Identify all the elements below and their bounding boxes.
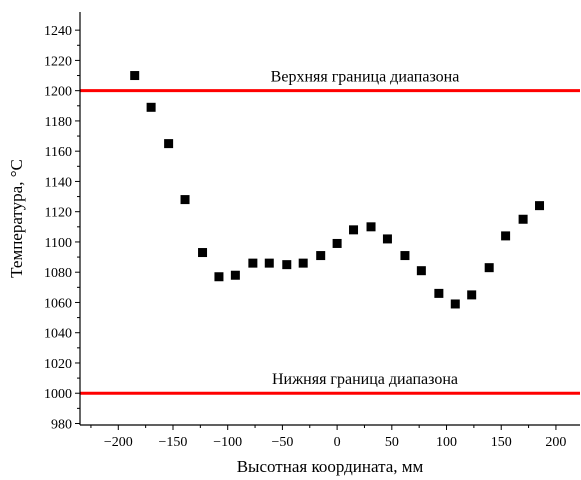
y-tick-label: 1040 [44,327,72,342]
data-point [332,238,342,248]
data-point [366,222,376,232]
data-point [382,234,392,244]
reference-line-label: Верхняя граница диапазона [271,69,460,86]
data-point [416,266,426,276]
data-point [518,214,528,224]
data-point [164,139,174,149]
data-point [198,248,208,258]
y-tick-label: 1100 [45,236,72,251]
data-points [130,71,545,309]
data-point [230,270,240,280]
x-axis-title: Высотная координата, мм [237,457,424,476]
y-tick-label: 1180 [45,115,72,130]
data-point [501,231,511,241]
data-point [130,71,140,81]
data-point [180,195,190,205]
data-point [282,260,292,270]
data-point [434,288,444,298]
y-tick-label: 1160 [45,145,72,160]
y-tick-label: 1140 [45,175,72,190]
x-tick-label: 0 [334,435,341,450]
data-point [535,201,545,211]
data-point [298,258,308,268]
axes: 9801000102010401060108011001120114011601… [44,12,580,450]
data-point [467,290,477,300]
x-tick-label: −50 [271,435,293,450]
y-tick-label: 980 [51,417,72,432]
x-tick-label: −200 [104,435,133,450]
y-tick-label: 1120 [45,206,72,221]
y-tick-label: 1240 [44,24,72,39]
data-point [316,251,326,261]
x-tick-label: −100 [213,435,242,450]
data-point [484,263,494,273]
data-point [146,102,156,112]
y-tick-label: 1220 [44,54,72,69]
x-tick-label: 150 [491,435,512,450]
data-point [349,225,359,235]
x-tick-label: −150 [159,435,188,450]
data-point [264,258,274,268]
x-tick-label: 50 [385,435,399,450]
data-point [214,272,224,282]
data-point [400,251,410,261]
y-tick-label: 1200 [44,85,72,100]
data-point [450,299,460,309]
data-point [248,258,258,268]
y-axis-title: Температура, °С [7,159,26,278]
y-tick-label: 1060 [44,296,72,311]
y-tick-label: 1080 [44,266,72,281]
y-tick-label: 1020 [44,357,72,372]
reference-lines: Верхняя граница диапазона Нижняя граница … [80,69,580,395]
x-tick-label: 100 [436,435,457,450]
reference-line-label: Нижняя граница диапазона [272,371,458,388]
y-tick-label: 1000 [44,387,72,402]
x-tick-label: 200 [545,435,566,450]
